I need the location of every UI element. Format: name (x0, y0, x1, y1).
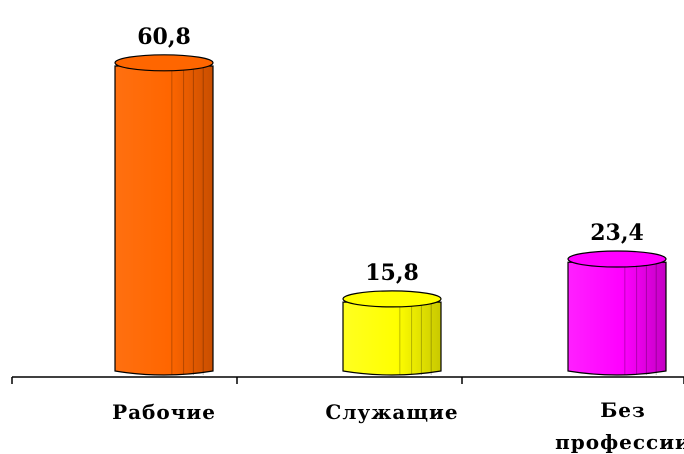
category-label: Рабочие (112, 400, 216, 424)
x-axis (11, 376, 684, 384)
data-label: 60,8 (137, 24, 191, 50)
bars (114, 54, 667, 376)
data-label: 15,8 (365, 260, 419, 286)
category-label: Без (600, 398, 646, 422)
category-label: профессии (555, 430, 684, 454)
bar (114, 54, 214, 376)
bar (342, 290, 442, 376)
bar (567, 250, 667, 376)
category-label: Служащие (325, 400, 458, 424)
labels: 60,8 Рабочие 15,8 Служащие 23,4 Без профессии (112, 24, 684, 454)
data-label: 23,4 (590, 220, 644, 246)
